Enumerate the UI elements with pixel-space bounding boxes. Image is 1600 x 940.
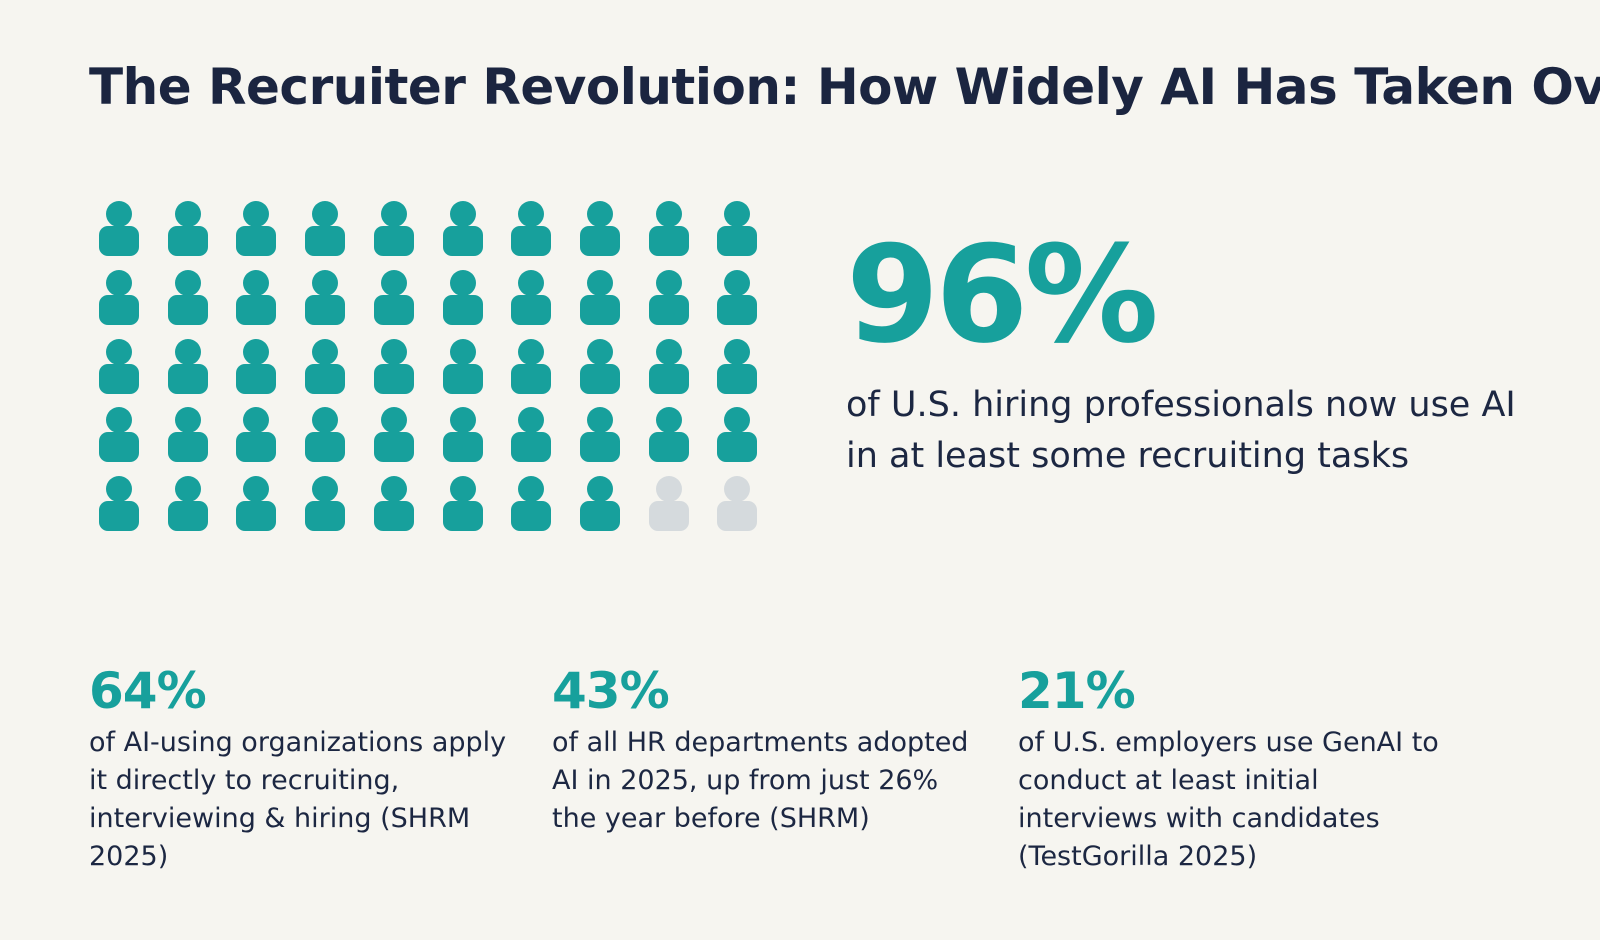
person-icon bbox=[99, 269, 139, 325]
person-icon bbox=[648, 269, 689, 325]
hero-stat-caption: of U.S. hiring professionals now use AI … bbox=[846, 385, 1516, 476]
person-icon bbox=[717, 407, 758, 463]
person-icon bbox=[511, 269, 552, 325]
person-icon bbox=[373, 201, 414, 256]
person-icon bbox=[511, 338, 552, 394]
stat-description: of all HR departments adopted AI in 2025… bbox=[552, 727, 969, 834]
stat-value: 43% bbox=[552, 662, 670, 720]
person-icon bbox=[579, 407, 620, 463]
person-icon bbox=[579, 269, 620, 325]
person-icon bbox=[579, 201, 620, 256]
person-icon bbox=[236, 338, 277, 394]
person-icon bbox=[717, 476, 758, 532]
person-icon bbox=[236, 201, 277, 256]
person-icon bbox=[236, 269, 277, 325]
page-title: The Recruiter Revolution: How Widely AI … bbox=[89, 58, 1600, 116]
person-icon bbox=[99, 338, 139, 394]
stat-value: 21% bbox=[1018, 662, 1136, 720]
stat-block: 21% of U.S. employers use GenAI to condu… bbox=[1018, 666, 1458, 876]
person-icon bbox=[167, 269, 208, 325]
person-icon bbox=[717, 338, 758, 394]
person-icon bbox=[167, 201, 208, 256]
person-icon bbox=[99, 476, 139, 532]
person-icon bbox=[236, 476, 277, 532]
person-icon bbox=[442, 407, 483, 463]
stat-description: of AI-using organizations apply it direc… bbox=[89, 727, 507, 872]
stat-description: of U.S. employers use GenAI to conduct a… bbox=[1018, 727, 1439, 872]
person-icon bbox=[442, 338, 483, 394]
person-icon bbox=[99, 201, 139, 256]
person-icon bbox=[648, 476, 689, 532]
person-icon bbox=[305, 201, 346, 256]
person-icon bbox=[236, 407, 277, 463]
person-icon bbox=[442, 269, 483, 325]
person-icon bbox=[167, 338, 208, 394]
person-icon bbox=[648, 201, 689, 256]
person-icon bbox=[579, 476, 620, 532]
person-icon bbox=[442, 201, 483, 256]
person-icon-grid bbox=[99, 200, 759, 532]
person-icon bbox=[717, 201, 758, 256]
person-icon bbox=[717, 269, 758, 325]
person-icon bbox=[373, 476, 414, 532]
person-icon bbox=[305, 269, 346, 325]
person-icon bbox=[579, 338, 620, 394]
stat-block: 64% of AI-using organizations apply it d… bbox=[89, 666, 529, 876]
person-icon bbox=[99, 407, 139, 463]
person-icon bbox=[511, 201, 552, 256]
person-icon bbox=[305, 338, 346, 394]
person-icon bbox=[648, 407, 689, 463]
person-icon bbox=[442, 476, 483, 532]
stat-block: 43% of all HR departments adopted AI in … bbox=[552, 666, 992, 838]
person-icon bbox=[167, 476, 208, 532]
person-icon bbox=[305, 476, 346, 532]
person-icon bbox=[648, 338, 689, 394]
person-icon bbox=[511, 407, 552, 463]
person-icon bbox=[373, 338, 414, 394]
person-icon bbox=[167, 407, 208, 463]
person-icon bbox=[373, 407, 414, 463]
hero-stat-value: 96% bbox=[846, 217, 1159, 373]
person-icon bbox=[511, 476, 552, 532]
stat-value: 64% bbox=[89, 662, 207, 720]
person-icon bbox=[305, 407, 346, 463]
person-icon bbox=[373, 269, 414, 325]
